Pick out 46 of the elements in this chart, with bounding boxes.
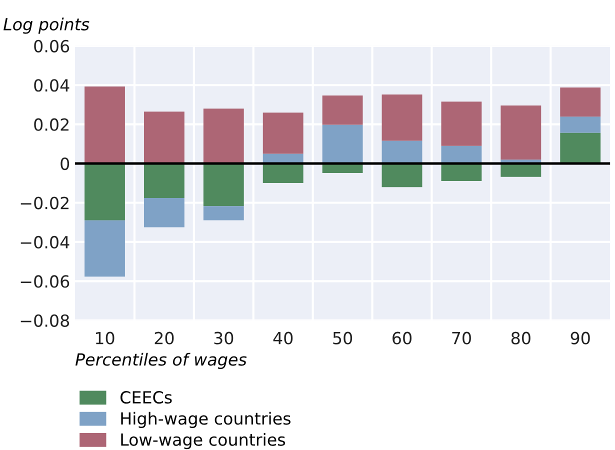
x-tick-label: 90: [570, 332, 590, 344]
bar: [441, 164, 482, 181]
bar: [144, 198, 184, 228]
y-tick-label: −0.06: [20, 275, 70, 288]
bar: [382, 94, 422, 141]
y-tick-label: −0.08: [20, 314, 70, 327]
bar: [441, 102, 482, 146]
bar: [144, 112, 184, 164]
y-axis-title: Log points: [4, 18, 90, 34]
x-tick-label: 30: [214, 332, 234, 344]
bar: [322, 96, 363, 125]
bar: [560, 132, 601, 164]
legend-label: CEECs: [120, 391, 172, 404]
bar: [144, 164, 184, 198]
y-tick-label: 0.04: [34, 79, 70, 92]
x-axis-title: Percentiles of wages: [75, 352, 247, 369]
x-tick-label: 20: [154, 332, 174, 344]
y-tick-label: 0.02: [34, 118, 68, 131]
bar: [560, 116, 601, 133]
bar: [382, 140, 422, 164]
x-tick-label: 40: [273, 332, 293, 344]
legend-label: High-wage countries: [121, 412, 290, 428]
bar: [262, 154, 304, 164]
bar: [84, 86, 125, 164]
bar: [500, 106, 542, 160]
bar: [560, 87, 601, 117]
y-tick-label: 0.06: [34, 40, 70, 52]
x-tick-label: 70: [452, 332, 471, 344]
y-tick-label: 0: [60, 158, 70, 170]
bar: [441, 146, 482, 164]
bar: [262, 112, 304, 154]
y-tick-label: −0.02: [20, 196, 68, 210]
bar: [203, 206, 244, 220]
bar: [203, 164, 244, 206]
bar: [322, 124, 363, 164]
legend-label: Low-wage countries: [121, 433, 286, 450]
bar: [203, 108, 244, 164]
y-tick-label: −0.04: [20, 236, 70, 249]
bar: [84, 220, 125, 277]
x-tick-label: 60: [392, 332, 412, 344]
x-tick-label: 50: [333, 332, 352, 344]
bar: [382, 164, 422, 188]
bar: [262, 164, 304, 183]
x-tick-label: 80: [511, 332, 530, 344]
bar: [84, 164, 125, 220]
x-tick-label: 10: [96, 332, 114, 344]
